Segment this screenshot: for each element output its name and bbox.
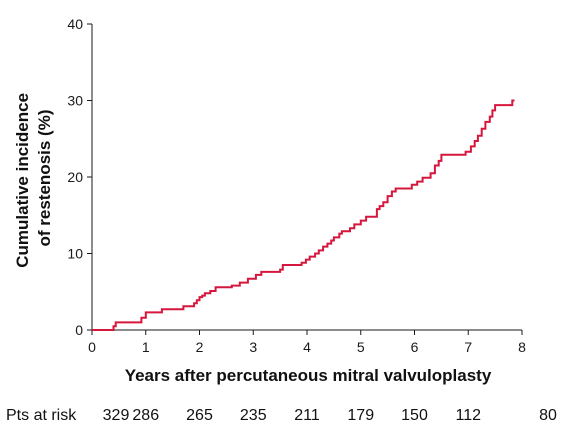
x-tick-label: 7 bbox=[464, 339, 472, 355]
x-tick-label: 5 bbox=[357, 339, 365, 355]
x-tick-label: 1 bbox=[142, 339, 150, 355]
y-axis-title: Cumulative incidence of restenosis (%) bbox=[13, 88, 54, 268]
risk-value: 150 bbox=[401, 407, 428, 424]
y-axis-title-line-1: Cumulative incidence bbox=[13, 93, 32, 268]
risk-value: 80 bbox=[539, 407, 557, 424]
x-tick-label: 4 bbox=[303, 339, 311, 355]
series-line-0 bbox=[92, 99, 515, 331]
y-tick-label: 30 bbox=[67, 93, 83, 109]
y-tick-label: 40 bbox=[67, 16, 83, 32]
x-tick-label: 6 bbox=[411, 339, 419, 355]
risk-value: 235 bbox=[240, 407, 267, 424]
risk-value: 286 bbox=[132, 407, 159, 424]
risk-value: 329 bbox=[103, 407, 130, 424]
y-tick-label: 20 bbox=[67, 169, 83, 185]
x-tick-label: 8 bbox=[518, 339, 526, 355]
series-layer bbox=[92, 99, 515, 331]
x-axis-title: Years after percutaneous mitral valvulop… bbox=[125, 366, 492, 385]
risk-value: 265 bbox=[186, 407, 213, 424]
risk-table: Pts at risk 329 286 265 235 211 179 150 112 80 bbox=[6, 407, 557, 424]
x-ticks: 0 1 2 3 4 5 6 7 8 bbox=[88, 330, 526, 355]
y-ticks: 0 10 20 30 40 bbox=[67, 16, 92, 338]
risk-value: 211 bbox=[294, 407, 320, 424]
risk-value: 179 bbox=[347, 407, 374, 424]
y-tick-label: 0 bbox=[75, 322, 83, 338]
risk-table-label: Pts at risk bbox=[6, 407, 77, 424]
x-tick-label: 3 bbox=[249, 339, 257, 355]
y-tick-label: 10 bbox=[67, 246, 83, 262]
x-tick-label: 2 bbox=[196, 339, 204, 355]
y-axis-title-line-2: of restenosis (%) bbox=[35, 110, 54, 247]
x-tick-label: 0 bbox=[88, 339, 96, 355]
risk-value: 112 bbox=[455, 407, 481, 424]
